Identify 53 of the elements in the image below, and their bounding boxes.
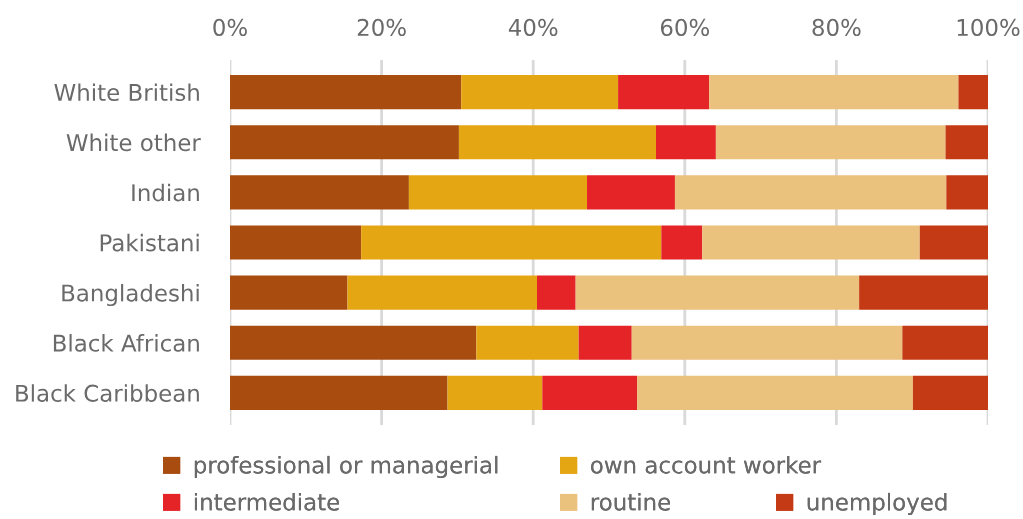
x-tick-label: 60% — [660, 18, 709, 37]
bar — [859, 275, 988, 310]
x-tick-label: 40% — [508, 18, 558, 37]
x-tick-label: 0% — [213, 18, 247, 37]
bar — [919, 225, 988, 260]
y-tick-label: Pakistani — [100, 233, 199, 252]
legend-label: own account worker — [591, 455, 822, 474]
bar — [637, 375, 913, 410]
bar — [458, 125, 656, 160]
x-tick-label: 80% — [812, 18, 861, 37]
bar — [408, 175, 588, 210]
bar — [361, 225, 662, 260]
bar — [230, 325, 477, 360]
y-tick-label: Bangladeshi — [62, 283, 199, 307]
legend-label: routine — [591, 492, 670, 511]
bar — [631, 325, 903, 360]
y-tick-label: Black Caribbean — [16, 384, 199, 402]
bar — [575, 275, 860, 310]
bar — [656, 125, 716, 160]
bar — [461, 75, 619, 110]
bar — [702, 225, 920, 260]
bar — [715, 125, 946, 160]
bar — [230, 225, 362, 260]
y-tick-label: White other — [66, 133, 201, 152]
y-tick-label: Indian — [132, 183, 199, 202]
bar — [230, 275, 348, 310]
bar — [587, 175, 675, 210]
legend-label: professional or managerial — [194, 455, 498, 479]
bar — [946, 175, 988, 210]
bar — [447, 375, 543, 410]
bar — [902, 325, 988, 360]
x-tick-label: 20% — [357, 18, 406, 37]
y-tick-label: Black African — [53, 334, 199, 352]
bar — [958, 75, 988, 110]
y-tick-label: White British — [54, 83, 199, 102]
bar — [536, 275, 576, 310]
bar — [661, 225, 703, 260]
bar — [912, 375, 988, 410]
bar — [230, 175, 409, 210]
bar — [709, 75, 959, 110]
bar — [230, 375, 448, 410]
x-tick-label: 100% — [957, 18, 1020, 37]
bar — [578, 325, 632, 360]
legend-label: intermediate — [194, 492, 340, 511]
bar — [618, 75, 710, 110]
bar — [230, 75, 462, 110]
bar — [476, 325, 579, 360]
bar — [674, 175, 947, 210]
bar — [542, 375, 638, 410]
legend-label: unemployed — [807, 492, 947, 516]
bar — [945, 125, 988, 160]
bar — [230, 125, 459, 160]
bar — [347, 275, 537, 310]
